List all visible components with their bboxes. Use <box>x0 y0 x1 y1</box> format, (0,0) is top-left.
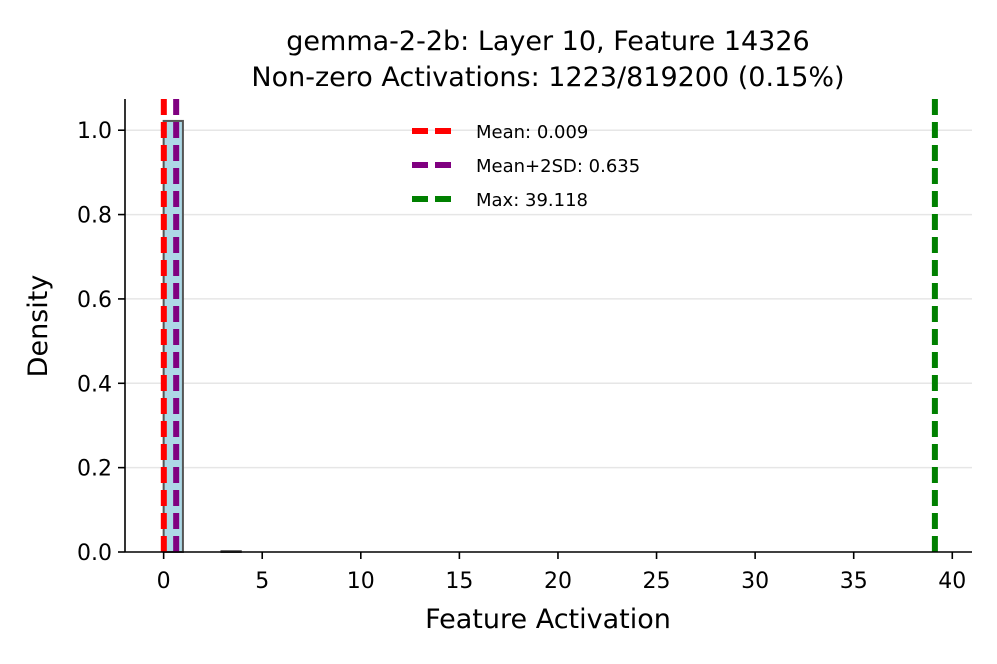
legend-label-1: Mean+2SD: 0.635 <box>476 156 640 177</box>
x-tick-label-0: 0 <box>157 569 171 594</box>
legend: Mean: 0.009 Mean+2SD: 0.635 Max: 39.118 <box>412 122 640 211</box>
y-tick-label-4: 0.8 <box>77 204 112 229</box>
chart-title-line-1: gemma-2-2b: Layer 10, Feature 14326 <box>286 26 809 57</box>
y-tick-label-1: 0.2 <box>77 457 112 482</box>
y-tick-label-2: 0.4 <box>77 372 112 397</box>
x-tick-label-6: 30 <box>741 569 769 594</box>
x-tick-label-4: 20 <box>544 569 572 594</box>
y-tick-label-0: 0.0 <box>77 541 112 566</box>
grid-lines <box>125 129 972 469</box>
y-tick-label-5: 1.0 <box>77 119 112 144</box>
x-tick-label-5: 25 <box>643 569 671 594</box>
chart-title-line-2: Non-zero Activations: 1223/819200 (0.15%… <box>251 62 844 93</box>
x-axis-label: Feature Activation <box>425 604 671 635</box>
axes <box>124 99 972 553</box>
y-axis-label: Density <box>23 275 54 378</box>
x-tick-label-2: 10 <box>347 569 375 594</box>
x-tick-label-1: 5 <box>255 569 269 594</box>
legend-label-0: Mean: 0.009 <box>476 122 588 143</box>
x-tick-label-8: 40 <box>938 569 966 594</box>
y-tick-label-3: 0.6 <box>77 288 112 313</box>
x-tick-label-3: 15 <box>445 569 473 594</box>
reference-lines <box>160 99 938 552</box>
legend-label-2: Max: 39.118 <box>476 190 588 211</box>
x-ticks: 0 5 10 15 20 25 30 35 40 <box>157 552 966 594</box>
y-ticks: 0.0 0.2 0.4 0.6 0.8 1.0 <box>77 119 125 566</box>
x-tick-label-7: 35 <box>840 569 868 594</box>
